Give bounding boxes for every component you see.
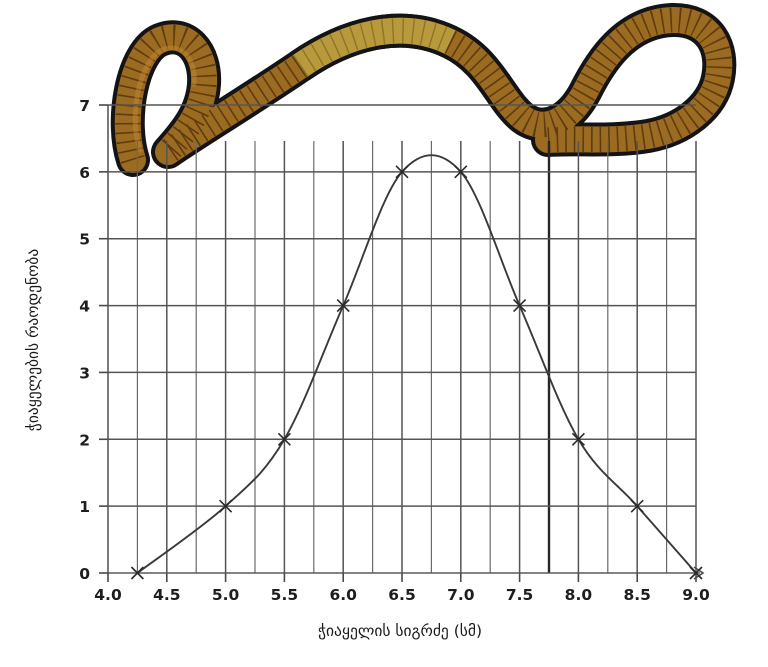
marker-stroke-b bbox=[219, 499, 233, 513]
marker-stroke-b bbox=[130, 566, 144, 580]
x-axis-arrow bbox=[693, 566, 705, 580]
worm-segments-clitellum bbox=[292, 18, 456, 77]
x-axis-ticks bbox=[107, 573, 697, 582]
worm-highlight bbox=[132, 45, 197, 153]
y-tick-label: 0 bbox=[79, 565, 90, 583]
data-point-marker bbox=[336, 299, 350, 313]
marker-stroke-b bbox=[454, 165, 468, 179]
marker-stroke-b bbox=[277, 432, 291, 446]
y-tick-label: 6 bbox=[79, 164, 90, 182]
data-point-marker bbox=[571, 432, 585, 446]
data-point-marker bbox=[689, 566, 703, 580]
x-tick-label: 9.0 bbox=[682, 586, 710, 604]
data-point-marker bbox=[395, 165, 409, 179]
x-tick-label: 5.5 bbox=[271, 586, 298, 604]
marker-stroke-b bbox=[630, 499, 644, 513]
x-tick-label: 4.5 bbox=[153, 586, 180, 604]
data-point-marker bbox=[454, 165, 468, 179]
y-tick-label: 5 bbox=[79, 231, 90, 249]
x-tick-label: 8.5 bbox=[623, 586, 650, 604]
data-point-marker bbox=[277, 432, 291, 446]
marker-stroke-b bbox=[689, 566, 703, 580]
marker-stroke-b bbox=[513, 299, 527, 313]
x-tick-label: 8.0 bbox=[565, 586, 593, 604]
marker-stroke-b bbox=[395, 165, 409, 179]
axes bbox=[107, 105, 705, 580]
x-tick-label: 6.0 bbox=[329, 586, 357, 604]
data-point-marker bbox=[630, 499, 644, 513]
y-tick-label: 4 bbox=[79, 298, 90, 316]
y-axis-label: ჭიაყელების რაოდენობა bbox=[24, 248, 42, 432]
x-tick-label: 5.0 bbox=[212, 586, 240, 604]
grid-vertical bbox=[136, 141, 697, 573]
data-point-marker bbox=[130, 566, 144, 580]
x-tick-label: 6.5 bbox=[388, 586, 415, 604]
y-axis-tick-labels: 0 1 2 3 4 5 6 7 bbox=[79, 97, 90, 583]
earthworm-illustration bbox=[110, 3, 737, 177]
y-tick-label: 1 bbox=[79, 498, 90, 516]
grid-horizontal bbox=[108, 104, 696, 507]
y-tick-label: 3 bbox=[79, 364, 90, 382]
data-curve bbox=[136, 154, 696, 574]
x-axis-tick-labels: 4.0 4.5 5.0 5.5 6.0 6.5 7.0 7.5 8.0 8.5 9.0 bbox=[94, 586, 710, 604]
data-markers bbox=[130, 165, 703, 580]
marker-stroke-b bbox=[336, 299, 350, 313]
data-point-marker bbox=[513, 299, 527, 313]
data-point-marker bbox=[219, 499, 233, 513]
worm-segments-right bbox=[444, 7, 732, 153]
marker-stroke-b bbox=[571, 432, 585, 446]
y-tick-label: 7 bbox=[79, 97, 90, 115]
x-tick-label: 7.5 bbox=[506, 586, 533, 604]
x-tick-label: 7.0 bbox=[447, 586, 475, 604]
x-tick-label: 4.0 bbox=[94, 586, 122, 604]
y-tick-label: 2 bbox=[79, 431, 90, 449]
x-axis-label: ჭიაყელის სიგრძე (სმ) bbox=[317, 622, 483, 640]
data-series-group bbox=[136, 154, 696, 574]
y-axis-ticks bbox=[99, 104, 108, 574]
